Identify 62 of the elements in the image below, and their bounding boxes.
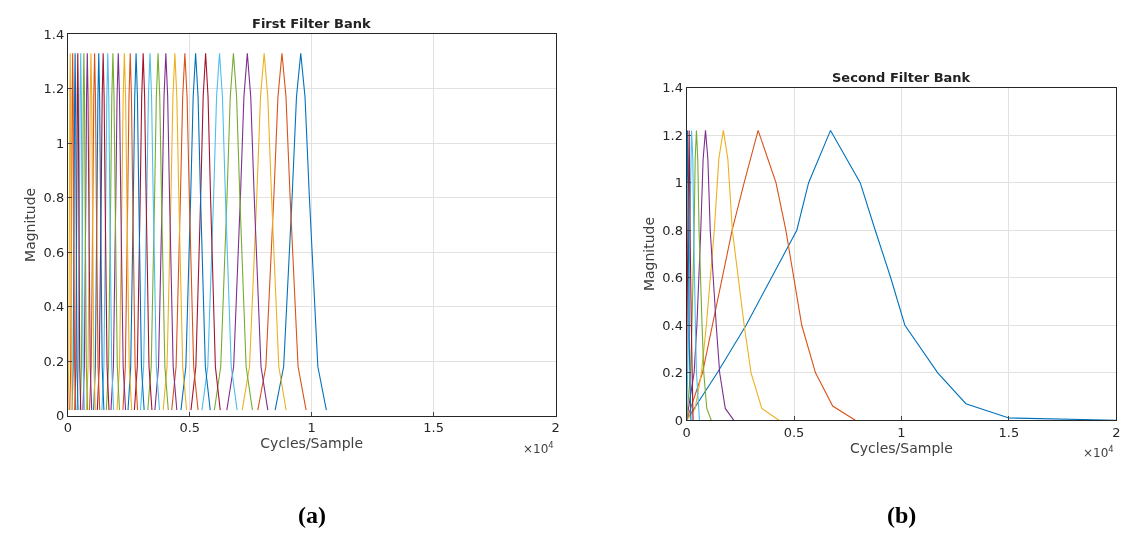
line-series bbox=[213, 52, 253, 411]
line-series bbox=[686, 129, 856, 421]
line-series bbox=[147, 52, 169, 411]
x-tick-label: 0.5 bbox=[179, 420, 201, 436]
y-tick-label: 0.2 bbox=[662, 365, 683, 381]
y-tick-label: 0.8 bbox=[43, 190, 65, 206]
line-series bbox=[116, 52, 133, 411]
line-series bbox=[686, 129, 735, 421]
line-series bbox=[226, 52, 269, 411]
y-tick-label: 0.6 bbox=[43, 244, 65, 260]
line-series bbox=[171, 52, 199, 411]
x-axis-title: Cycles/Sample bbox=[260, 435, 364, 452]
y-tick-label: 1.2 bbox=[43, 81, 65, 97]
text: ×10$^{4}$ bbox=[523, 440, 554, 457]
line-series bbox=[257, 52, 307, 411]
line-series bbox=[686, 129, 780, 421]
line-series bbox=[127, 52, 145, 411]
line-series bbox=[101, 52, 115, 411]
line-series bbox=[96, 52, 110, 411]
line-series bbox=[105, 52, 121, 411]
chart-title: Second Filter Bank bbox=[832, 70, 971, 85]
line-series bbox=[133, 52, 153, 411]
x-tick-label: 1 bbox=[897, 424, 906, 440]
text: (a) bbox=[298, 502, 326, 528]
chart-title: First Filter Bank bbox=[252, 16, 371, 31]
y-tick-label: 0.8 bbox=[662, 222, 683, 238]
x-tick-label: 2 bbox=[551, 420, 560, 436]
line-series bbox=[180, 52, 211, 411]
line-series bbox=[76, 52, 85, 411]
line-series bbox=[201, 52, 238, 411]
line-series bbox=[139, 52, 161, 411]
y-tick-label: 1 bbox=[55, 135, 65, 151]
y-axis-title: Magnitude bbox=[640, 216, 657, 292]
line-series bbox=[110, 52, 127, 411]
x-tick-label: 1.5 bbox=[423, 420, 445, 436]
x-tick-label: 0.5 bbox=[783, 424, 805, 440]
y-tick-label: 0.2 bbox=[43, 353, 65, 369]
text: ×10$^{4}$ bbox=[1083, 444, 1114, 461]
line-series bbox=[686, 129, 701, 421]
y-tick-label: 0.4 bbox=[662, 317, 683, 333]
y-tick-label: 1.2 bbox=[662, 127, 683, 143]
line-series bbox=[274, 52, 327, 411]
line-series bbox=[190, 52, 221, 411]
y-tick-label: 0.4 bbox=[43, 299, 65, 315]
x-tick-label: 1 bbox=[307, 420, 316, 436]
line-series bbox=[162, 52, 188, 411]
y-tick-label: 0 bbox=[55, 408, 65, 424]
y-tick-label: 1.4 bbox=[662, 80, 683, 96]
x-tick-label: 2 bbox=[1112, 424, 1121, 440]
x-axis-title: Cycles/Sample bbox=[850, 439, 953, 456]
text: (b) bbox=[887, 502, 917, 528]
line-series bbox=[686, 129, 712, 421]
x-tick-label: 1.5 bbox=[998, 424, 1020, 440]
y-tick-label: 1.4 bbox=[43, 26, 65, 42]
line-series bbox=[122, 52, 139, 411]
line-series bbox=[67, 52, 73, 411]
y-tick-label: 1 bbox=[674, 175, 683, 191]
line-series bbox=[241, 52, 287, 411]
line-series bbox=[86, 52, 96, 411]
y-tick-label: 0.6 bbox=[662, 270, 683, 286]
line-series bbox=[154, 52, 178, 411]
y-axis-title: Magnitude bbox=[22, 187, 39, 262]
